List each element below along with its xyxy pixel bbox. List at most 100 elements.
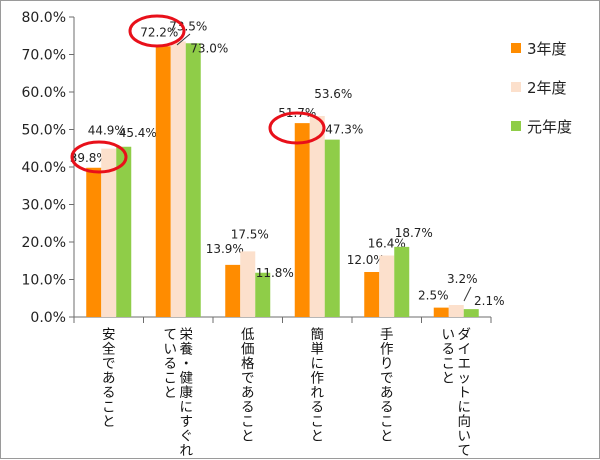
category-label-char: る — [311, 400, 325, 416]
bar — [463, 309, 479, 317]
category-label-char: 単 — [311, 342, 325, 358]
category-label-char: 康 — [180, 384, 194, 401]
category-label-char: い — [442, 327, 456, 343]
category-label-char: 作 — [380, 342, 394, 358]
category-label-char: 健 — [180, 371, 194, 387]
category-label-char: に — [458, 400, 472, 416]
category-label-char: る — [164, 356, 178, 372]
category-label-char: に — [311, 356, 325, 372]
y-tick-label: 60.0% — [22, 85, 66, 101]
category-label-char: る — [241, 400, 255, 416]
category-label-char: ト — [458, 385, 472, 401]
category-label-char: で — [380, 371, 394, 387]
category-label-char: 安 — [102, 327, 116, 343]
category-label-char: 向 — [458, 414, 472, 430]
category-label-char: す — [180, 414, 194, 430]
legend-swatch — [511, 43, 521, 53]
data-label: 13.9% — [206, 242, 244, 256]
category-label-char: と — [442, 371, 456, 387]
bar — [394, 246, 410, 317]
category-label-char: い — [458, 429, 472, 445]
data-label: 11.8% — [256, 266, 294, 280]
category-label-char: イ — [458, 342, 472, 358]
bar — [225, 264, 241, 317]
bar — [433, 307, 449, 317]
category-label-char: こ — [102, 400, 116, 416]
category-label-char: て — [164, 327, 178, 343]
category-label-char: ・ — [180, 356, 194, 372]
bar — [379, 255, 395, 317]
category-label-char: 手 — [380, 327, 394, 343]
category-label-char: あ — [102, 371, 116, 387]
y-tick-label: 40.0% — [22, 160, 66, 176]
category-label-char: と — [311, 429, 325, 445]
highlight-circle — [128, 14, 186, 48]
category-label-char: 価 — [241, 342, 255, 358]
category-label-char: ッ — [458, 371, 472, 387]
bar — [324, 139, 340, 317]
label-leader — [463, 286, 472, 302]
category-label-char: エ — [458, 356, 472, 372]
bar — [448, 305, 464, 317]
bar — [155, 46, 171, 317]
category-label-char: と — [102, 414, 116, 430]
legend-label: 3年度 — [527, 40, 567, 58]
data-label: 2.5% — [418, 289, 449, 303]
category-label-char: 全 — [102, 341, 116, 358]
bar — [364, 272, 380, 317]
highlight-circle — [70, 140, 128, 174]
y-tick-label: 0.0% — [30, 310, 66, 326]
bar — [170, 41, 186, 317]
category-label-char: あ — [241, 385, 255, 401]
category-label-char: こ — [442, 356, 456, 372]
data-label: 39.8% — [70, 151, 108, 165]
bar — [185, 43, 201, 317]
data-label: 17.5% — [231, 227, 269, 241]
y-tick-label: 30.0% — [22, 198, 66, 214]
category-label-char: こ — [164, 371, 178, 387]
category-label-char: と — [164, 385, 178, 401]
category-label-char: と — [380, 429, 394, 445]
highlight-circle — [268, 111, 326, 145]
bar — [86, 167, 102, 317]
category-label-char: ぐ — [180, 429, 194, 445]
category-label-char: い — [164, 342, 178, 358]
label-leader — [176, 33, 191, 46]
category-label-char: で — [102, 356, 116, 372]
bar — [101, 148, 117, 317]
y-tick-label: 80.0% — [22, 10, 66, 26]
category-label-char: る — [102, 385, 116, 401]
category-label-char: に — [180, 400, 194, 416]
legend-swatch — [511, 82, 521, 92]
category-label-char: こ — [311, 414, 325, 430]
bar — [309, 116, 325, 317]
data-label: 53.6% — [314, 87, 352, 101]
bar — [116, 146, 132, 317]
data-label: 73.5% — [169, 19, 207, 33]
category-label-char: で — [241, 371, 255, 387]
category-label-char: れ — [311, 385, 325, 401]
data-label: 47.3% — [325, 123, 363, 137]
bar — [255, 272, 271, 317]
category-label-char: 低 — [241, 327, 255, 343]
category-label-char: ダ — [458, 327, 472, 343]
category-label-char: て — [458, 443, 472, 459]
legend-label: 2年度 — [527, 79, 567, 97]
data-label: 12.0% — [347, 253, 385, 267]
category-label-char: れ — [180, 443, 194, 459]
data-label: 18.7% — [395, 226, 433, 240]
category-label-char: こ — [380, 414, 394, 430]
category-label-char: 作 — [311, 371, 325, 387]
data-label: 72.2% — [140, 25, 178, 39]
category-label-char: 簡 — [311, 327, 325, 343]
y-tick-label: 20.0% — [22, 235, 66, 251]
category-label-char: る — [380, 400, 394, 416]
category-label-char: 栄 — [180, 327, 194, 343]
category-label-char: あ — [380, 385, 394, 401]
data-label: 45.4% — [119, 126, 157, 140]
data-label: 2.1% — [474, 294, 505, 308]
category-label-char: 養 — [180, 341, 194, 358]
category-label-char: る — [442, 342, 456, 358]
